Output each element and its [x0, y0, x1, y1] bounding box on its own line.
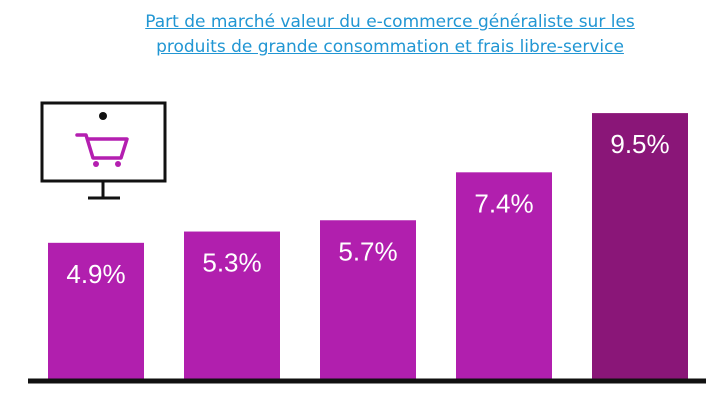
chart-title: Part de marché valeur du e-commerce géné… — [90, 10, 690, 60]
bar-value-label-4: 7.4% — [474, 188, 533, 218]
cart-wheel-right — [115, 161, 121, 167]
bar-value-label-2: 5.3% — [202, 248, 261, 278]
bar-value-label-3: 5.7% — [338, 236, 397, 266]
bar-1 — [48, 242, 144, 381]
monitor-cart-icon — [40, 101, 167, 200]
bar-value-label-1: 4.9% — [66, 259, 125, 289]
bar-value-label-5: 9.5% — [610, 129, 669, 159]
bars-group: 4.9% 5.3% 5.7% 7.4% 9.5% — [48, 113, 688, 381]
bar-3 — [320, 220, 416, 381]
monitor-camera-dot — [99, 112, 107, 120]
shopping-cart-icon — [75, 133, 129, 160]
bar-4 — [456, 172, 552, 381]
chart-title-line-2: produits de grande consommation et frais… — [156, 37, 624, 57]
chart-title-line-1: Part de marché valeur du e-commerce géné… — [145, 12, 635, 32]
bar-5 — [592, 113, 688, 381]
bar-2 — [184, 231, 280, 381]
cart-wheel-left — [93, 161, 99, 167]
